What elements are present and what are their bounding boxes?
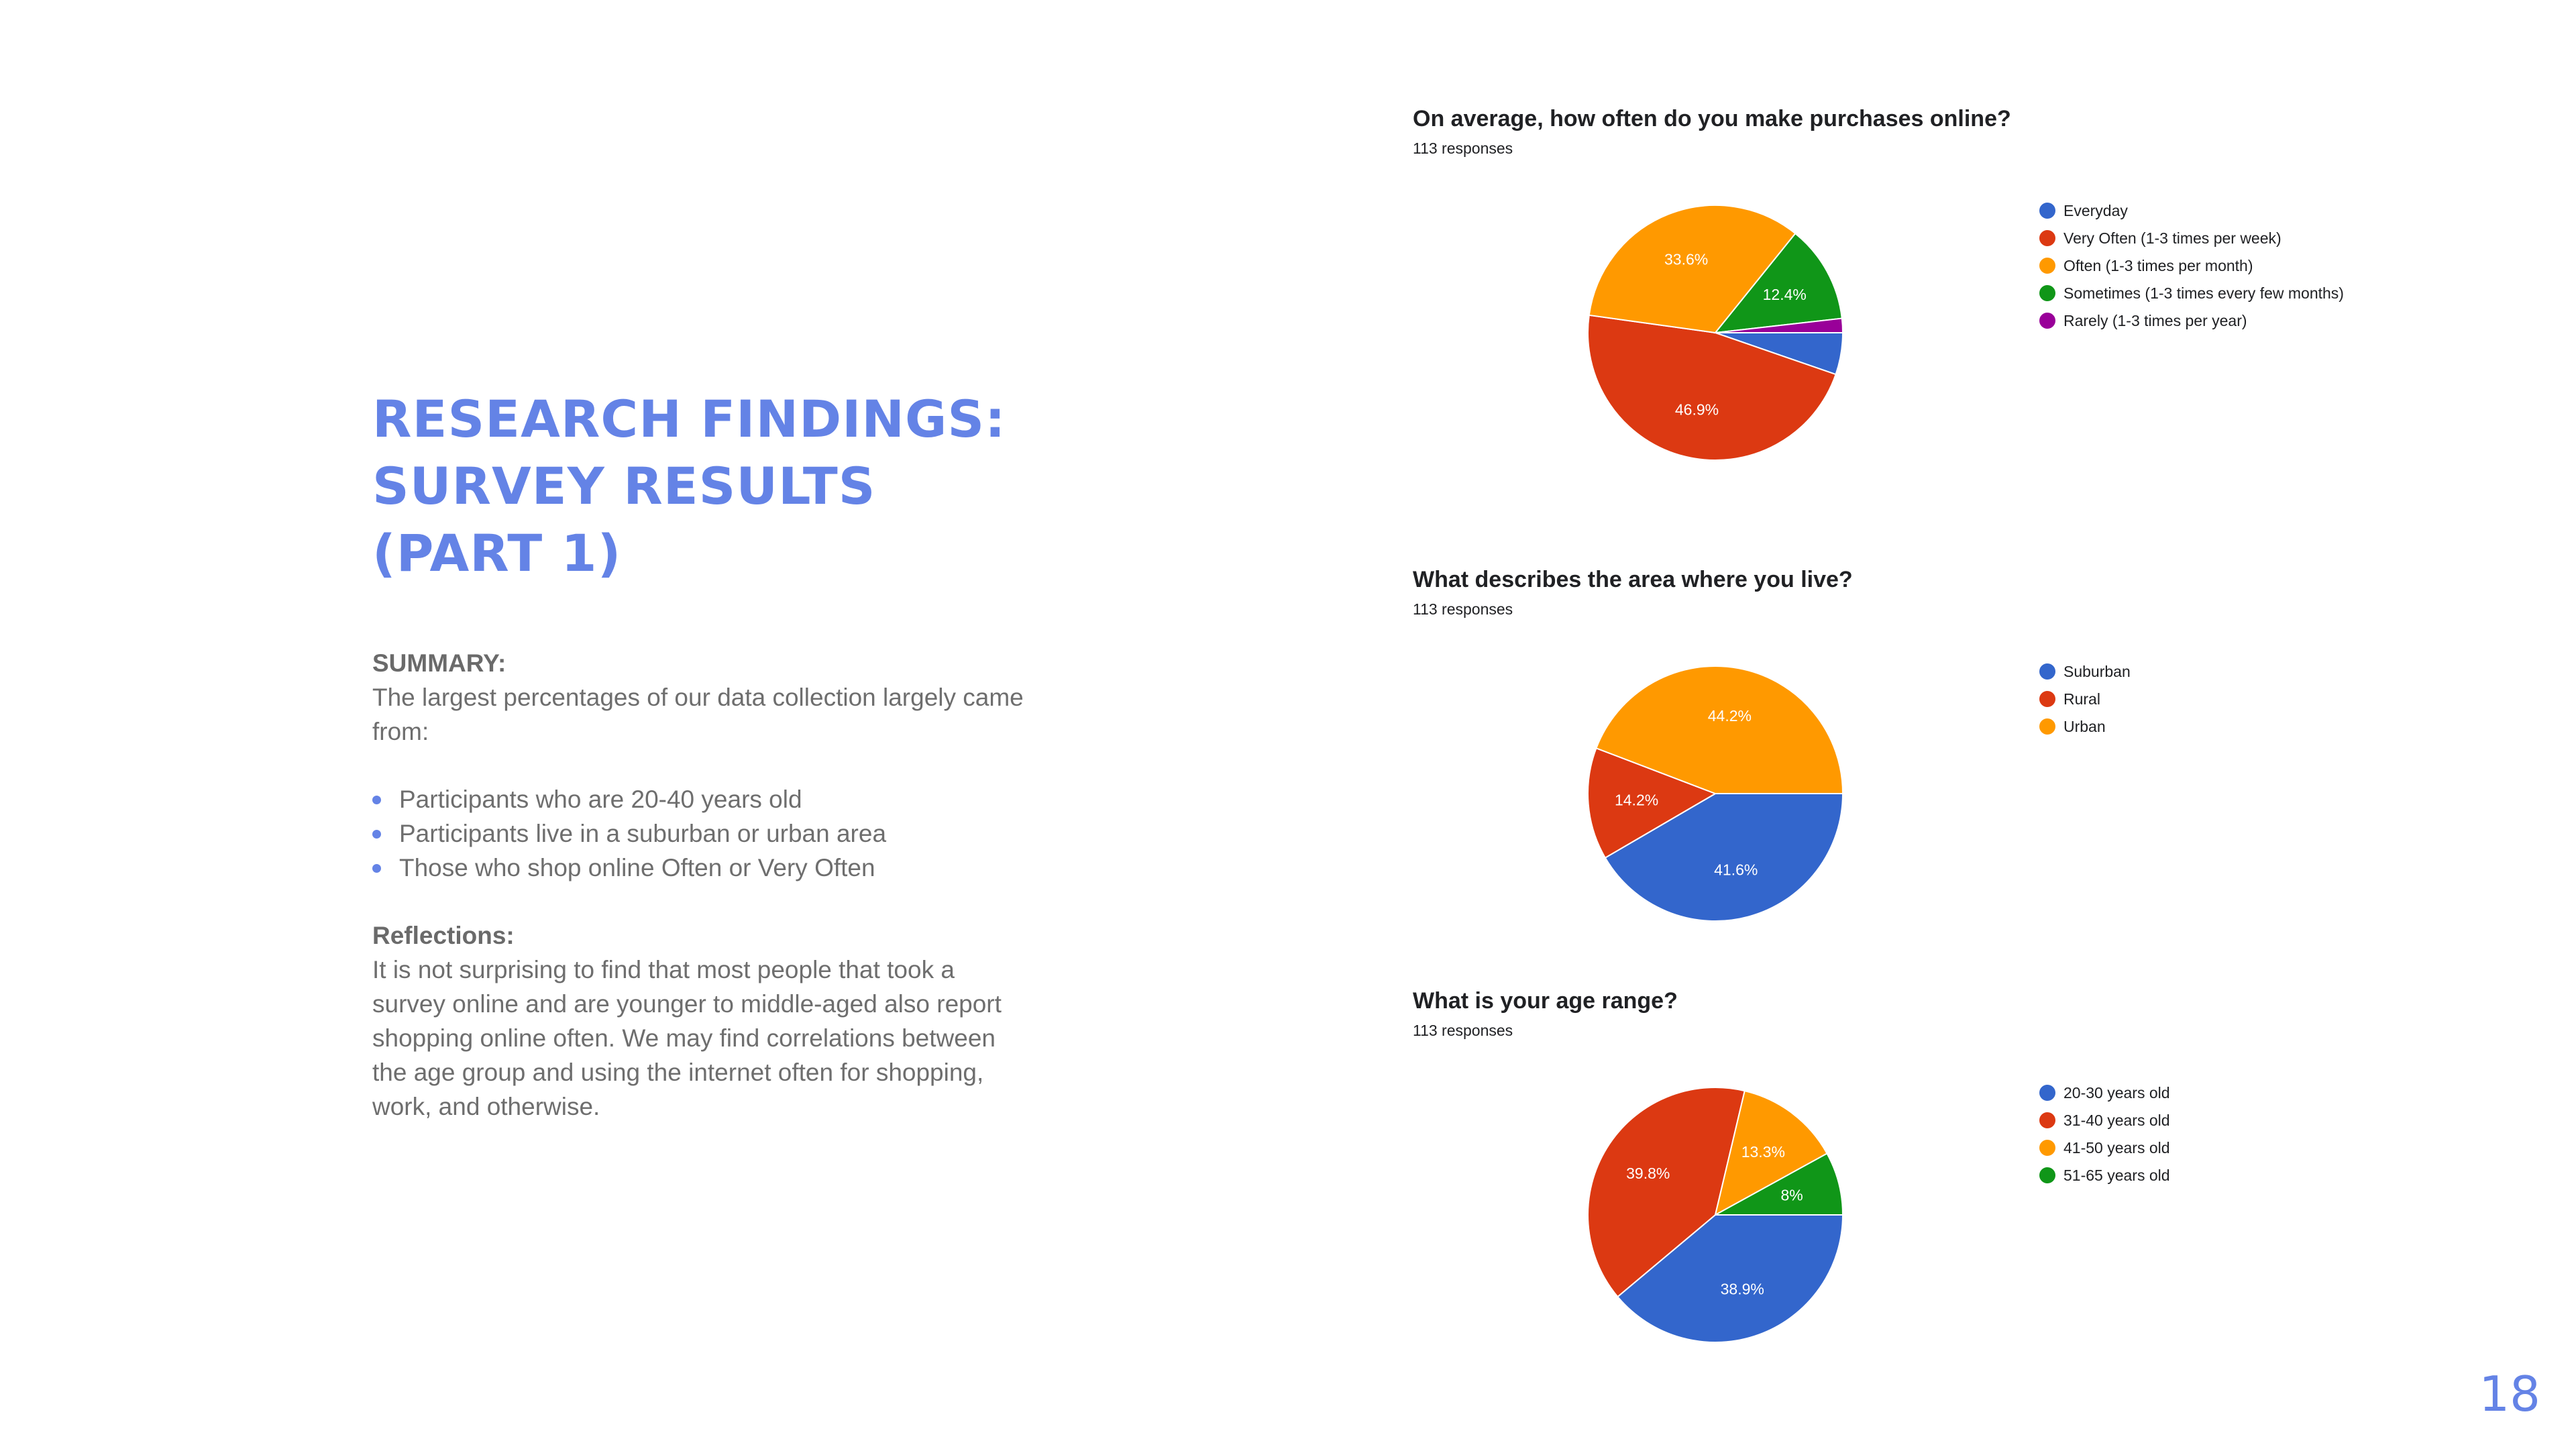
- pie-data-label: 14.2%: [1615, 792, 1658, 809]
- legend-label: Very Often (1-3 times per week): [2063, 229, 2282, 247]
- pie-data-label: 33.6%: [1664, 250, 1708, 268]
- slide-title-line-1: RESEARCH FINDINGS:: [372, 389, 1006, 449]
- summary-heading: SUMMARY:: [372, 649, 506, 677]
- pie-data-label: 12.4%: [1763, 286, 1807, 303]
- legend-swatch: [2039, 663, 2055, 680]
- legend-item: Rural: [2039, 690, 2345, 708]
- chart-legend: 20-30 years old 31-40 years old 41-50 year…: [2039, 1083, 2345, 1193]
- reflections-text: It is not surprising to find that most p…: [372, 956, 1002, 1120]
- pie-slice-4: [1715, 1152, 1844, 1216]
- legend-item: 20-30 years old: [2039, 1083, 2345, 1102]
- pie-data-label: 46.9%: [1675, 401, 1719, 419]
- legend-label: Everyday: [2063, 202, 2128, 219]
- summary-bullet: Those who shop online Often or Very Ofte…: [372, 851, 1030, 885]
- legend-item: Often (1-3 times per month): [2039, 256, 2345, 275]
- legend-item: 41-50 years old: [2039, 1138, 2345, 1157]
- legend-item: Urban: [2039, 717, 2345, 736]
- chart-legend: Everyday Very Often (1-3 times per week) O…: [2039, 201, 2345, 339]
- pie-chart: 46.9% 33.6% 12.4%: [1587, 205, 1844, 461]
- legend-swatch: [2039, 1140, 2055, 1156]
- chart-title: What is your age range?: [1413, 988, 1678, 1014]
- pie-data-label: 44.2%: [1708, 707, 1752, 724]
- legend-label: Urban: [2063, 718, 2106, 735]
- pie-slice-3: [1595, 665, 1844, 794]
- pie-data-label: 8%: [1780, 1187, 1803, 1204]
- legend-swatch: [2039, 718, 2055, 735]
- legend-item: Suburban: [2039, 662, 2345, 681]
- pie-data-label: 39.8%: [1626, 1165, 1670, 1182]
- chart-response-count: 113 responses: [1413, 140, 1513, 157]
- pie-slice-3: [1588, 205, 1796, 334]
- pie-slice-2: [1587, 1087, 1746, 1298]
- area-chart: What describes the area where you live? …: [1402, 567, 2408, 983]
- pie-slice-5: [1715, 317, 1844, 333]
- legend-label: Suburban: [2063, 663, 2131, 680]
- legend-label: Often (1-3 times per month): [2063, 257, 2253, 274]
- legend-label: Rarely (1-3 times per year): [2063, 312, 2247, 329]
- pie-slice-2: [1587, 314, 1837, 461]
- summary-bullet: Participants who are 20-40 years old: [372, 782, 1030, 816]
- reflections-heading: Reflections:: [372, 922, 515, 949]
- summary-bullet-list: Participants who are 20-40 years old Par…: [372, 782, 1030, 885]
- purchase-frequency-chart: On average, how often do you make purcha…: [1402, 106, 2408, 522]
- summary-bullet: Participants live in a suburban or urban…: [372, 816, 1030, 851]
- legend-swatch: [2039, 285, 2055, 301]
- legend-label: 51-65 years old: [2063, 1167, 2170, 1184]
- pie-slice-3: [1714, 1089, 1828, 1216]
- reflections-section: Reflections: It is not surprising to fin…: [372, 918, 1030, 1124]
- legend-swatch: [2039, 1085, 2055, 1101]
- slide-title-line-2: SURVEY RESULTS (PART 1): [372, 456, 876, 583]
- summary-section: SUMMARY: The largest percentages of our …: [372, 646, 1030, 1124]
- legend-swatch: [2039, 230, 2055, 246]
- legend-label: Sometimes (1-3 times every few months): [2063, 284, 2344, 302]
- legend-label: Rural: [2063, 690, 2100, 708]
- legend-item: Very Often (1-3 times per week): [2039, 229, 2345, 248]
- chart-title: On average, how often do you make purcha…: [1413, 106, 2011, 131]
- age-range-chart: What is your age range? 113 responses 38…: [1402, 988, 2408, 1404]
- page-number: 18: [2479, 1366, 2540, 1422]
- legend-swatch: [2039, 1167, 2055, 1183]
- legend-label: 20-30 years old: [2063, 1084, 2170, 1102]
- pie-slice-2: [1587, 747, 1717, 859]
- pie-data-label: 38.9%: [1721, 1281, 1764, 1298]
- chart-legend: Suburban Rural Urban: [2039, 662, 2345, 745]
- pie-slice-4: [1713, 232, 1843, 334]
- left-panel: RESEARCH FINDINGS: SURVEY RESULTS (PART …: [372, 386, 1030, 1124]
- legend-item: 31-40 years old: [2039, 1111, 2345, 1130]
- legend-item: Sometimes (1-3 times every few months): [2039, 284, 2345, 303]
- pie-chart: 38.9% 39.8% 13.3% 8%: [1587, 1087, 1844, 1343]
- chart-response-count: 113 responses: [1413, 600, 1513, 618]
- legend-item: Rarely (1-3 times per year): [2039, 311, 2345, 330]
- legend-swatch: [2039, 691, 2055, 707]
- slide-title: RESEARCH FINDINGS: SURVEY RESULTS (PART …: [372, 386, 1030, 587]
- pie-slice-1: [1616, 1214, 1844, 1343]
- legend-swatch: [2039, 203, 2055, 219]
- pie-data-label: 41.6%: [1714, 861, 1758, 879]
- legend-item: 51-65 years old: [2039, 1166, 2345, 1185]
- legend-label: 31-40 years old: [2063, 1112, 2170, 1129]
- chart-title: What describes the area where you live?: [1413, 567, 1853, 592]
- legend-swatch: [2039, 313, 2055, 329]
- legend-swatch: [2039, 258, 2055, 274]
- legend-item: Everyday: [2039, 201, 2345, 220]
- chart-response-count: 113 responses: [1413, 1022, 1513, 1039]
- summary-text: The largest percentages of our data coll…: [372, 684, 1024, 745]
- legend-swatch: [2039, 1112, 2055, 1128]
- pie-data-label: 13.3%: [1741, 1143, 1785, 1161]
- legend-label: 41-50 years old: [2063, 1139, 2170, 1157]
- pie-chart: 41.6% 14.2% 44.2%: [1587, 665, 1844, 922]
- pie-slice-1: [1604, 793, 1844, 922]
